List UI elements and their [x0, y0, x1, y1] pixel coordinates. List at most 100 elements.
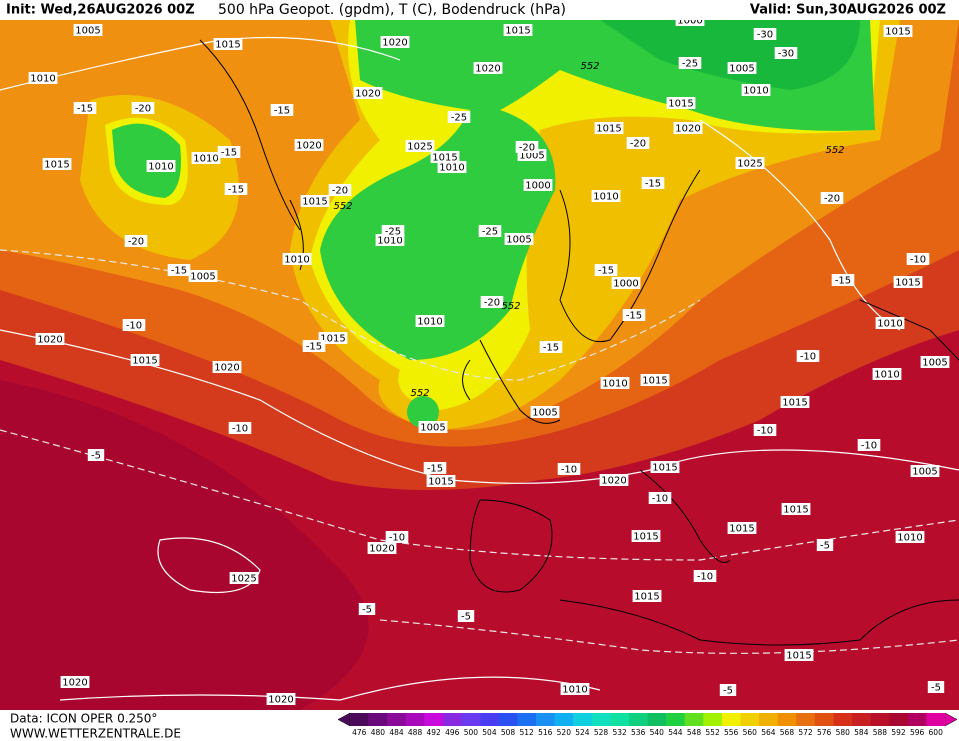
pressure-label-box: [895, 531, 925, 543]
coastline: [462, 339, 561, 424]
colorbar-swatch: [666, 713, 685, 726]
temperature-label-box: [774, 47, 798, 59]
pressure-label: 1010: [439, 163, 464, 174]
colorbar-label: 536: [631, 728, 646, 737]
colorbar-label: 588: [873, 728, 888, 737]
temperature-label: -5: [820, 541, 830, 552]
field-dark: [0, 380, 369, 710]
temperature-label-box: [648, 492, 672, 504]
pressure-label: 1005: [922, 358, 947, 369]
pressure-label: 1025: [737, 159, 762, 170]
colorbar-label: 596: [910, 728, 925, 737]
pressure-label-box: [611, 277, 641, 289]
colorbar-swatch: [480, 713, 500, 726]
map-title: 500 hPa Geopot. (gpdm), T (C), Bodendruc…: [218, 2, 566, 18]
colorbar-label: 548: [687, 728, 702, 737]
colorbar-label: 564: [761, 728, 776, 737]
isobar: [699, 119, 901, 331]
temperature-label-box: [719, 684, 737, 696]
pressure-label: 1015: [668, 99, 693, 110]
data-source: Data: ICON OPER 0.250°: [10, 712, 157, 726]
field-green: [320, 20, 875, 360]
pressure-label-box: [430, 151, 460, 163]
temperature-label-box: [358, 603, 376, 615]
temperature-label: -20: [484, 298, 500, 309]
colorbar-label: 488: [408, 728, 423, 737]
colorbar-label: 592: [891, 728, 906, 737]
colorbar: 476 480 484 488 492 496 500 504 508 512 516 520 524 5…: [337, 712, 958, 737]
pressure-label: 1020: [355, 89, 380, 100]
colorbar-swatch: [498, 713, 518, 726]
pressure-label-box: [599, 474, 629, 486]
temperature-label-box: [753, 28, 777, 40]
temperature-label-box: [515, 141, 539, 153]
colorbar-swatch: [721, 713, 741, 726]
temperature-label-box: [385, 531, 409, 543]
pressure-label-box: [784, 649, 814, 661]
temperature-label-box: [457, 610, 475, 622]
temperature-label-box: [131, 102, 155, 114]
colorbar-label: 556: [724, 728, 739, 737]
temperature-label-box: [753, 424, 777, 436]
temperature-label: -15: [171, 266, 187, 277]
pressure-label-box: [146, 160, 176, 172]
temperature-label: -20: [630, 139, 646, 150]
pressure-label-box: [42, 158, 72, 170]
colorbar-label: 568: [780, 728, 795, 737]
colorbar-label: 572: [798, 728, 813, 737]
temperature-label-box: [228, 422, 252, 434]
pressure-label-box: [188, 270, 218, 282]
temperature-label-box: [693, 570, 717, 582]
colorbar-label: 524: [575, 728, 590, 737]
temperature-label: -10: [861, 441, 877, 452]
colorbar-label: 532: [612, 728, 627, 737]
pressure-label: 1010: [193, 154, 218, 165]
pressure-label: 1025: [231, 574, 256, 585]
pressure-label: 1015: [783, 505, 808, 516]
temperature-label-box: [217, 146, 241, 158]
pressure-label-box: [418, 421, 448, 433]
colorbar-swatch: [926, 713, 946, 726]
pressure-label-box: [640, 374, 670, 386]
pressure-label: 1015: [786, 651, 811, 662]
pressure-label-box: [367, 542, 397, 554]
isobar: [59, 676, 601, 701]
temperature-label-box: [124, 235, 148, 247]
temperature-label: -5: [461, 612, 471, 623]
pressure-label: 1020: [475, 64, 500, 75]
pressure-label-box: [781, 503, 811, 515]
pressure-label: 1010: [897, 533, 922, 544]
pressure-label: 1015: [505, 26, 530, 37]
pressure-label-box: [530, 406, 560, 418]
temperature-label-box: [626, 137, 650, 149]
temperature-label-box: [557, 463, 581, 475]
colorbar-label: 580: [836, 728, 851, 737]
colorbar-label: 516: [538, 728, 553, 737]
pressure-label: 1015: [652, 463, 677, 474]
temperature-label: -10: [389, 533, 405, 544]
field-green-west: [112, 123, 181, 198]
temperature-label-box: [678, 57, 702, 69]
temperature-isoline: [0, 429, 959, 561]
init-time: Init: Wed,26AUG2026 00Z: [6, 3, 195, 18]
pressure-label: 1015: [782, 398, 807, 409]
pressure-label: 1010: [30, 74, 55, 85]
temperature-label-box: [857, 439, 881, 451]
pressure-label-box: [473, 62, 503, 74]
temperature-label-box: [122, 319, 146, 331]
colorbar-label: 600: [929, 728, 944, 737]
colorbar-swatch: [387, 713, 407, 726]
colorbar-swatch: [759, 713, 778, 726]
colorbar-label: 512: [519, 728, 534, 737]
colorbar-swatch: [350, 713, 369, 726]
temperature-label: -15: [77, 104, 93, 115]
temperature-label-box: [447, 111, 471, 123]
temperature-label: -5: [723, 686, 733, 697]
temperature-label: -10: [652, 494, 668, 505]
temperature-label: -5: [362, 605, 372, 616]
temperature-label-box: [328, 184, 352, 196]
coastline: [559, 169, 701, 342]
temperature-label: -10: [757, 426, 773, 437]
